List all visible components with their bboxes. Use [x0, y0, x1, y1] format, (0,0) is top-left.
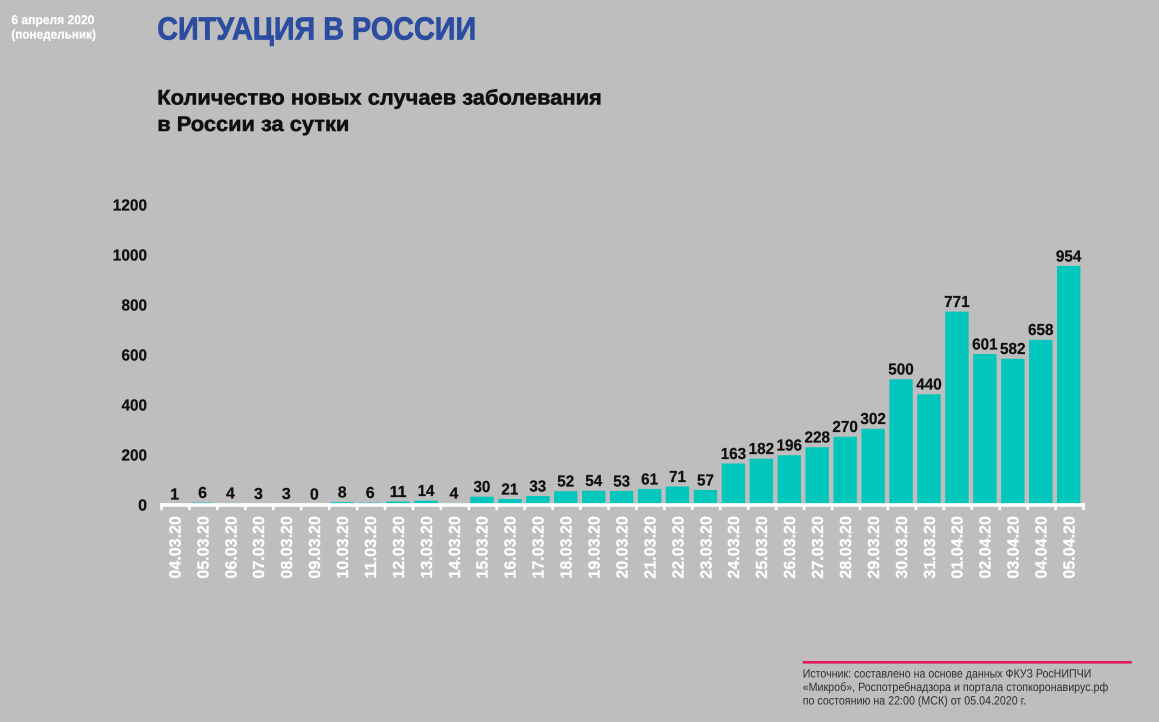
svg-text:22.03.20: 22.03.20 — [670, 516, 687, 579]
svg-text:30: 30 — [473, 479, 490, 496]
svg-text:6: 6 — [198, 485, 207, 502]
svg-text:196: 196 — [777, 438, 803, 455]
svg-text:29.03.20: 29.03.20 — [866, 516, 883, 579]
svg-text:11: 11 — [390, 484, 407, 501]
svg-text:270: 270 — [832, 419, 858, 436]
svg-text:25.03.20: 25.03.20 — [754, 516, 771, 579]
svg-text:3: 3 — [254, 486, 263, 503]
svg-text:440: 440 — [916, 377, 942, 394]
svg-text:(понедельник): (понедельник) — [11, 27, 96, 41]
svg-text:61: 61 — [641, 471, 658, 488]
svg-text:500: 500 — [888, 362, 914, 379]
svg-text:31.03.20: 31.03.20 — [922, 516, 939, 579]
svg-text:54: 54 — [585, 473, 602, 490]
svg-text:17.03.20: 17.03.20 — [531, 516, 548, 579]
svg-text:05.04.20: 05.04.20 — [1061, 516, 1078, 579]
svg-text:19.03.20: 19.03.20 — [587, 516, 604, 579]
svg-text:СИТУАЦИЯ В РОССИИ: СИТУАЦИЯ В РОССИИ — [157, 10, 476, 46]
svg-text:08.03.20: 08.03.20 — [279, 516, 296, 579]
svg-text:30.03.20: 30.03.20 — [894, 516, 911, 579]
svg-text:601: 601 — [972, 336, 998, 353]
svg-text:3: 3 — [282, 486, 291, 503]
svg-text:09.03.20: 09.03.20 — [307, 516, 324, 579]
svg-text:182: 182 — [749, 441, 775, 458]
svg-text:Источник: составлено на основе: Источник: составлено на основе данных ФК… — [803, 667, 1092, 681]
svg-text:23.03.20: 23.03.20 — [698, 516, 715, 579]
svg-text:400: 400 — [122, 397, 148, 414]
svg-text:4: 4 — [226, 486, 235, 503]
svg-text:20.03.20: 20.03.20 — [614, 516, 631, 579]
svg-text:18.03.20: 18.03.20 — [559, 516, 576, 579]
svg-text:52: 52 — [557, 474, 574, 491]
svg-text:57: 57 — [697, 472, 714, 489]
svg-text:Количество новых случаев забол: Количество новых случаев заболевания — [157, 86, 602, 109]
svg-text:24.03.20: 24.03.20 — [726, 516, 743, 579]
svg-text:582: 582 — [1000, 341, 1026, 358]
svg-text:200: 200 — [122, 447, 148, 464]
svg-text:0: 0 — [310, 487, 319, 504]
svg-text:26.03.20: 26.03.20 — [782, 516, 799, 579]
svg-text:800: 800 — [122, 298, 148, 315]
svg-text:«Микроб», Роспотребнадзора и п: «Микроб», Роспотребнадзора и портала сто… — [803, 680, 1109, 694]
svg-text:600: 600 — [122, 348, 148, 365]
svg-text:по состоянию на 22:00 (МСК) от: по состоянию на 22:00 (МСК) от 05.04.202… — [803, 694, 1026, 708]
svg-text:14: 14 — [418, 483, 435, 500]
svg-text:228: 228 — [804, 430, 830, 447]
svg-text:06.03.20: 06.03.20 — [223, 516, 240, 579]
svg-text:21: 21 — [501, 481, 518, 498]
svg-text:771: 771 — [944, 294, 970, 311]
svg-text:14.03.20: 14.03.20 — [447, 516, 464, 579]
svg-text:в России за сутки: в России за сутки — [157, 113, 349, 136]
svg-text:27.03.20: 27.03.20 — [810, 516, 827, 579]
svg-text:8: 8 — [338, 485, 347, 502]
svg-text:33: 33 — [529, 478, 546, 495]
svg-text:53: 53 — [613, 473, 630, 490]
svg-text:1200: 1200 — [113, 198, 147, 215]
svg-text:02.04.20: 02.04.20 — [978, 516, 995, 579]
svg-text:04.03.20: 04.03.20 — [167, 516, 184, 579]
svg-text:6 апреля 2020: 6 апреля 2020 — [11, 13, 94, 27]
svg-text:6: 6 — [366, 485, 375, 502]
svg-text:07.03.20: 07.03.20 — [251, 516, 268, 579]
svg-text:4: 4 — [450, 486, 459, 503]
svg-text:04.04.20: 04.04.20 — [1034, 516, 1051, 579]
svg-text:05.03.20: 05.03.20 — [195, 516, 212, 579]
svg-text:1000: 1000 — [113, 248, 147, 265]
svg-text:11.03.20: 11.03.20 — [363, 516, 380, 579]
svg-text:954: 954 — [1056, 248, 1082, 265]
svg-text:0: 0 — [138, 497, 147, 514]
svg-text:658: 658 — [1028, 322, 1054, 339]
svg-text:10.03.20: 10.03.20 — [335, 516, 352, 579]
svg-text:03.04.20: 03.04.20 — [1006, 516, 1023, 579]
svg-text:163: 163 — [721, 446, 747, 463]
svg-text:13.03.20: 13.03.20 — [419, 516, 436, 579]
svg-text:16.03.20: 16.03.20 — [503, 516, 520, 579]
svg-text:21.03.20: 21.03.20 — [642, 516, 659, 579]
svg-text:302: 302 — [860, 411, 886, 428]
svg-text:28.03.20: 28.03.20 — [838, 516, 855, 579]
svg-text:71: 71 — [669, 469, 686, 486]
svg-text:01.04.20: 01.04.20 — [950, 516, 967, 579]
svg-text:15.03.20: 15.03.20 — [475, 516, 492, 579]
svg-text:12.03.20: 12.03.20 — [391, 516, 408, 579]
svg-text:1: 1 — [170, 486, 179, 503]
